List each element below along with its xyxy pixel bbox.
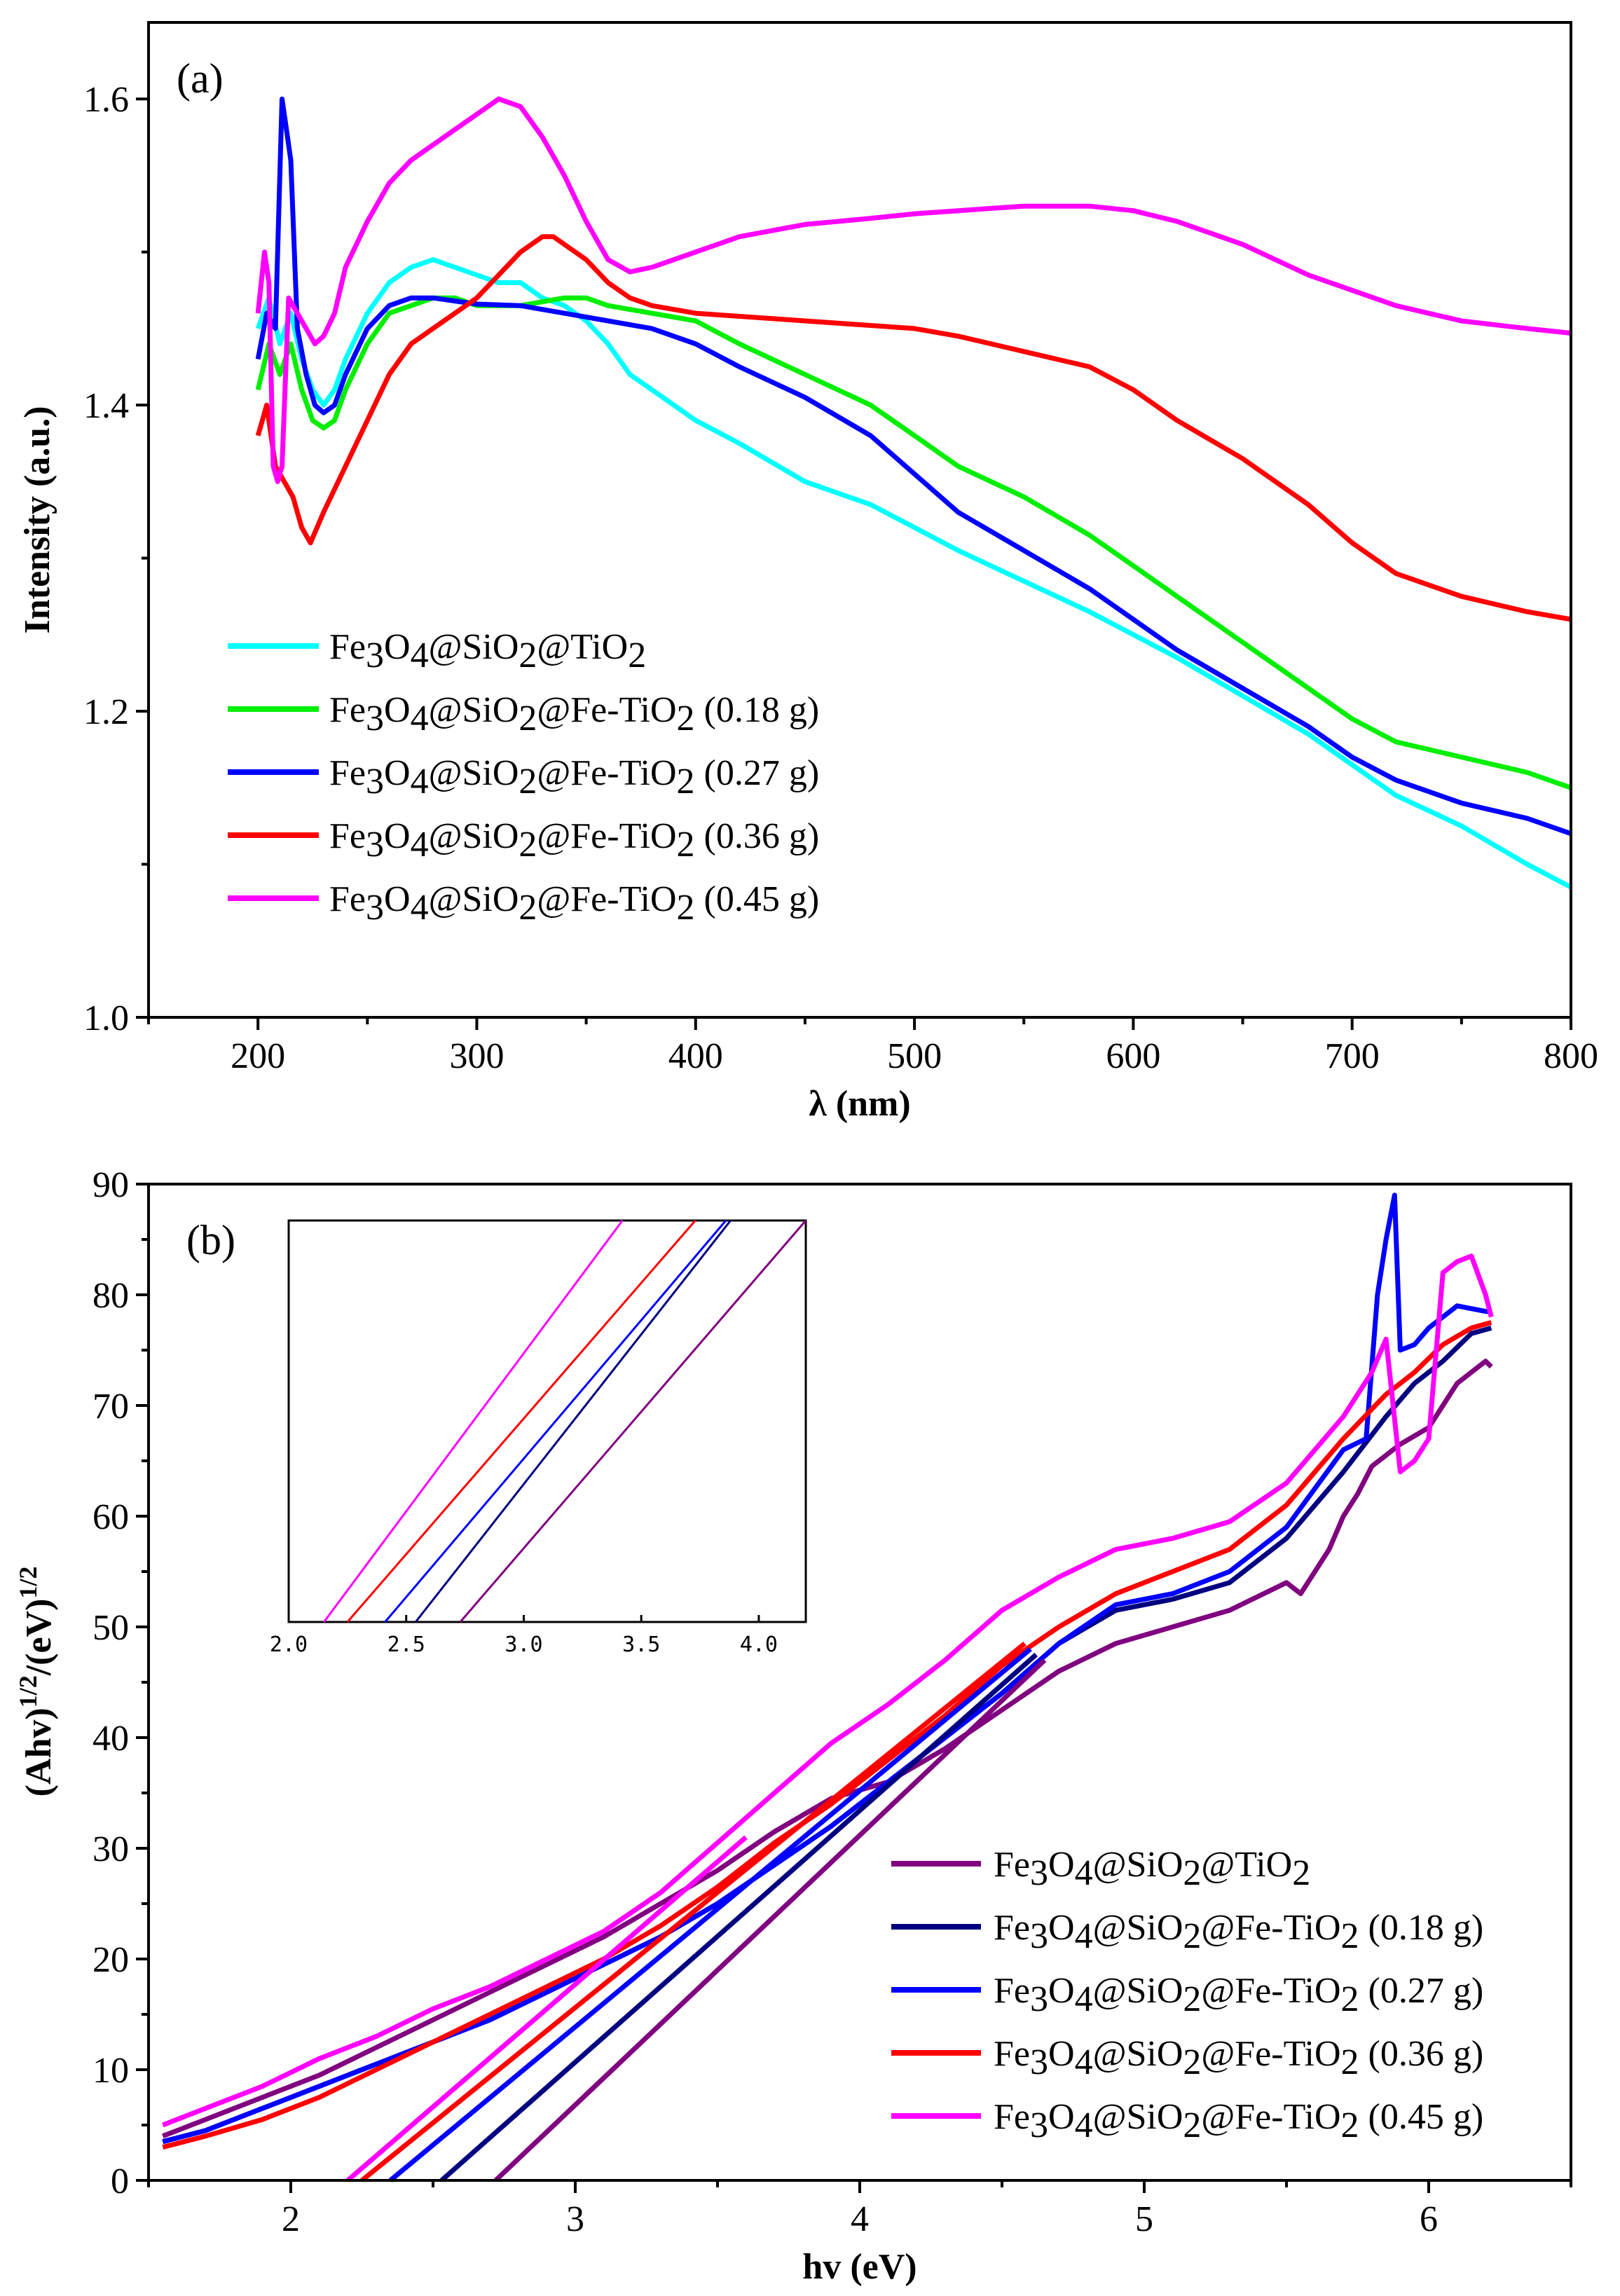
panel-b-tangent-line-0: [493, 1658, 1047, 2182]
panel-b-series-line-4: [162, 1253, 1494, 2128]
panel-a-series-line-3: [255, 234, 1572, 622]
panel-b-xtick-label: 5: [1135, 2199, 1153, 2239]
inset-xtick-label: 3.5: [622, 1632, 660, 1657]
inset-xtick-label: 3.0: [504, 1632, 542, 1657]
inset-xtick-label: 2.0: [270, 1632, 308, 1657]
panel-a-xtick-label: 600: [1106, 1036, 1160, 1076]
panel-b-ytick-label: 10: [92, 2051, 129, 2091]
panel-a-ylabel: Intensity (a.u.): [18, 406, 57, 633]
inset-line-0: [323, 1220, 624, 1623]
panel-a-xlabel: λ (nm): [809, 1084, 910, 1124]
panel-b-series-line-3: [162, 1320, 1492, 2150]
panel-b-xtick-label: 2: [282, 2199, 300, 2239]
panel-b-ytick-label: 90: [92, 1165, 129, 1205]
panel-a-xtick-label: 500: [887, 1036, 942, 1076]
panel-b-ytick-label: 80: [92, 1276, 129, 1316]
inset-line-3: [414, 1220, 732, 1623]
panel-a-series-line-1: [255, 295, 1572, 790]
panel-a-series-line-0: [255, 257, 1572, 890]
inset-line-2: [384, 1220, 727, 1623]
panel-a-legend-label: Fe3O4@SiO2@TiO2: [329, 627, 646, 675]
panel-a-legend-label: Fe3O4@SiO2@Fe-TiO2 (0.27 g): [329, 753, 819, 802]
panel-b-ytick-label: 0: [111, 2161, 129, 2201]
panel-b-xtick-label: 3: [566, 2199, 584, 2239]
panel-b-legend: Fe3O4@SiO2@TiO2 Fe3O4@SiO2@Fe-TiO2 (0.18 …: [891, 1845, 1483, 2145]
panel-b-ylabel: (Ahv)1/2/(eV)1/2: [14, 1567, 59, 1797]
inset-frame: [287, 1219, 807, 1623]
panel-a-ytick-label: 1.0: [83, 998, 129, 1038]
panel-a-legend-label: Fe3O4@SiO2@Fe-TiO2 (0.45 g): [329, 879, 819, 928]
panel-b-legend-label: Fe3O4@SiO2@Fe-TiO2 (0.27 g): [994, 1971, 1483, 2019]
panel-b-label: (b): [186, 1217, 235, 1263]
panel-b-ytick-label: 30: [92, 1829, 129, 1869]
panel-a-ytick-label: 1.2: [83, 692, 129, 732]
inset-xtick-label: 2.5: [387, 1632, 425, 1657]
panel-a: 200 300 400 500 600 700 800 1.0 1.2 1.4 1.6 (a) λ …: [18, 21, 1598, 1124]
panel-b-legend-label: Fe3O4@SiO2@Fe-TiO2 (0.45 g): [994, 2097, 1483, 2145]
panel-b-series: [162, 1192, 1494, 2182]
panel-a-xtick-label: 200: [231, 1036, 285, 1076]
panel-b-ytick-label: 40: [92, 1719, 129, 1759]
panel-b-series-line-0: [162, 1359, 1493, 2139]
panel-a-xtick-label: 300: [449, 1036, 504, 1076]
panel-b-legend-label: Fe3O4@SiO2@Fe-TiO2 (0.18 g): [994, 1908, 1483, 1956]
panel-a-legend-label: Fe3O4@SiO2@Fe-TiO2 (0.18 g): [329, 690, 819, 738]
panel-b-ytick-label: 50: [92, 1608, 129, 1648]
panel-b-xtick-label: 4: [851, 2199, 869, 2239]
panel-a-label: (a): [177, 55, 224, 102]
panel-b-tangent-line-3: [360, 1641, 1027, 2182]
panel-a-ytick-label: 1.4: [83, 386, 129, 426]
panel-b-ytick-label: 70: [92, 1387, 129, 1427]
panel-b-tangent-line-2: [388, 1647, 1032, 2182]
panel-a-ytick-label: 1.6: [83, 80, 129, 120]
panel-a-xtick-label: 700: [1325, 1036, 1380, 1076]
panel-a-ticks: 200 300 400 500 600 700 800 1.0 1.2 1.4 1.6: [83, 80, 1598, 1076]
panel-b-legend-label: Fe3O4@SiO2@Fe-TiO2 (0.36 g): [994, 2034, 1483, 2082]
panel-b-tangent-line-1: [439, 1652, 1038, 2182]
panel-b-ytick-label: 60: [92, 1497, 129, 1537]
panel-a-legend-label: Fe3O4@SiO2@Fe-TiO2 (0.36 g): [329, 816, 819, 865]
panel-a-xtick-label: 800: [1544, 1036, 1598, 1076]
panel-b-tangent-line-4: [345, 1835, 748, 2182]
panel-a-series: [255, 96, 1572, 890]
panel-a-xtick-label: 400: [668, 1036, 723, 1076]
panel-b-legend-label: Fe3O4@SiO2@TiO2: [994, 1845, 1310, 1893]
inset-line-1: [346, 1220, 696, 1623]
panel-a-series-line-2: [255, 96, 1572, 837]
panel-a-series-line-4: [255, 96, 1572, 484]
inset-xtick-label: 4.0: [740, 1632, 778, 1657]
panel-b-ytick-label: 20: [92, 1940, 129, 1980]
panel-a-legend: Fe3O4@SiO2@TiO2 Fe3O4@SiO2@Fe-TiO2 (0.18 …: [228, 627, 819, 928]
panel-a-frame: [147, 21, 1572, 1019]
panel-b-xlabel: hv (eV): [802, 2247, 917, 2287]
panel-b-inset: 2.0 2.5 3.0 3.5 4.0: [270, 1219, 807, 1657]
inset-line-4: [459, 1220, 807, 1623]
panel-b-xtick-label: 6: [1420, 2199, 1438, 2239]
